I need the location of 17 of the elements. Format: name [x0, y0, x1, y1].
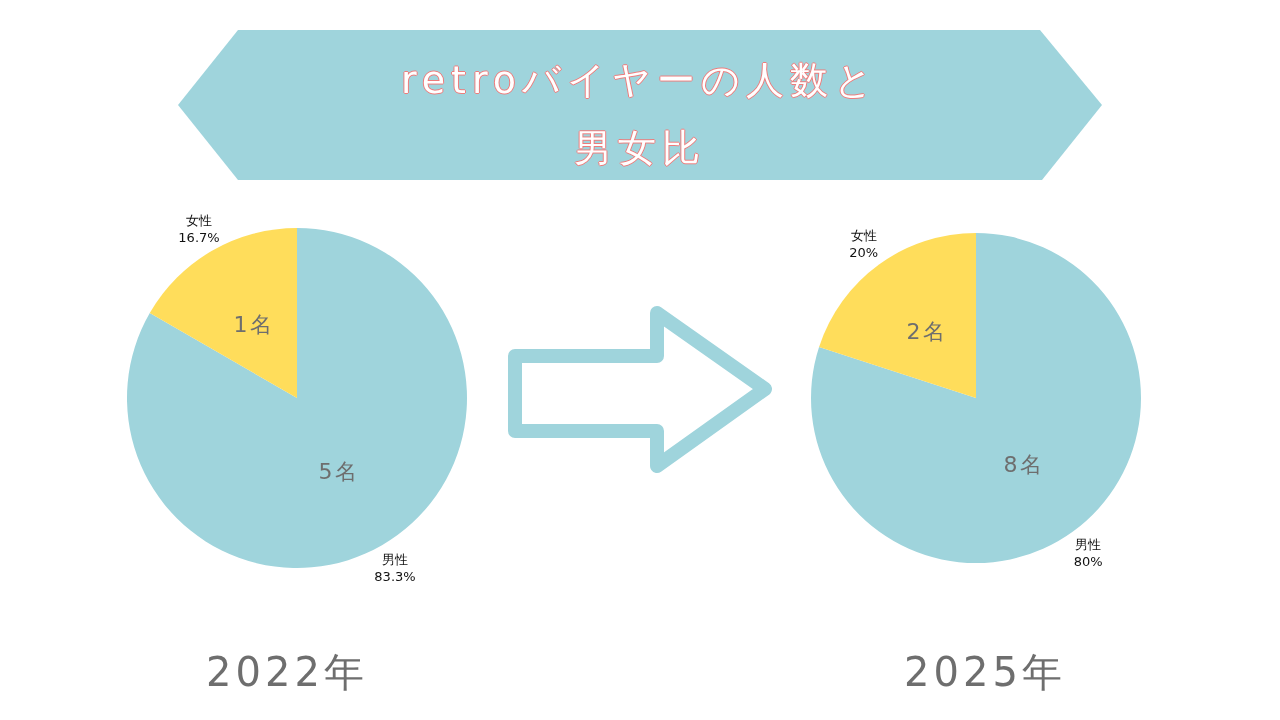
text: 2022年 [205, 648, 369, 697]
pie-slice [149, 228, 297, 398]
slice-label: 女性 [186, 212, 212, 228]
data-label: 1名 [233, 311, 276, 337]
text: 83.3% [374, 569, 416, 585]
slice-label: 男性 [1075, 537, 1102, 553]
pie-slice [127, 228, 467, 568]
text: retroバイヤーの人数と男女比 [399, 57, 881, 172]
text: 80% [1073, 554, 1103, 570]
data-label: 2名 [906, 318, 949, 344]
slice-label: 男性 [382, 552, 408, 568]
slice-label: 女性 [850, 227, 877, 243]
text: 2025年 [903, 648, 1067, 697]
data-label: 5名 [318, 459, 361, 485]
data-label: 8名 [1003, 452, 1046, 478]
text: 16.7% [178, 229, 220, 245]
text: 20% [849, 244, 879, 260]
